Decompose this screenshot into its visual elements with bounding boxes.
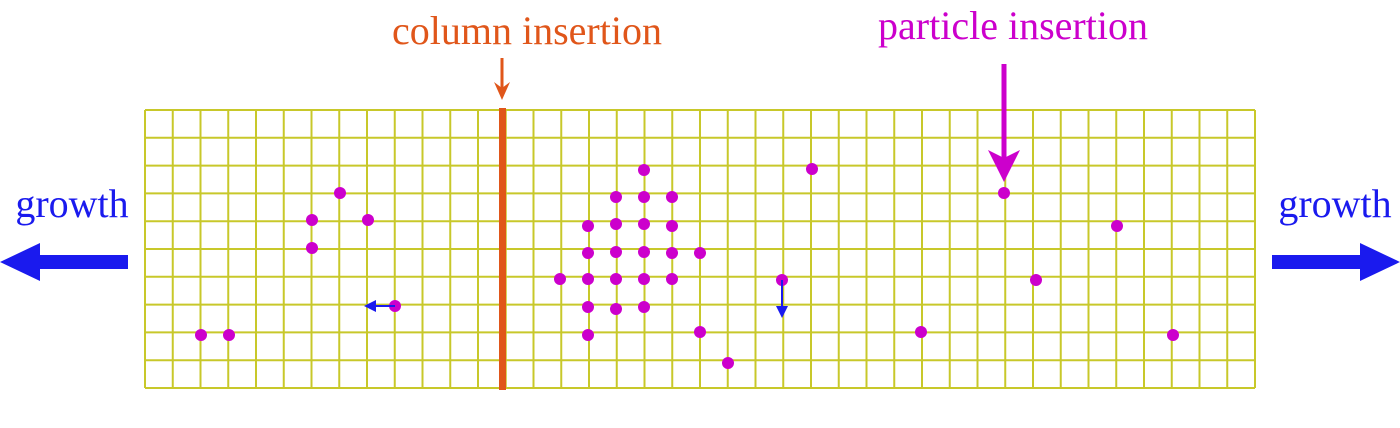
- particle: [638, 218, 650, 230]
- particle: [666, 273, 678, 285]
- particle: [694, 326, 706, 338]
- particle: [582, 301, 594, 313]
- particle: [195, 329, 207, 341]
- particle: [666, 247, 678, 259]
- particle-insertion-label: particle insertion: [878, 3, 1148, 48]
- particle: [722, 357, 734, 369]
- particle: [915, 326, 927, 338]
- particle: [638, 246, 650, 258]
- particle: [1167, 329, 1179, 341]
- particle: [666, 191, 678, 203]
- particles: [195, 163, 1179, 369]
- particle: [666, 220, 678, 232]
- particle: [610, 303, 622, 315]
- inserted-column: [499, 108, 506, 390]
- particle: [638, 301, 650, 313]
- column-arrow-head: [494, 82, 510, 100]
- particle: [582, 329, 594, 341]
- particle: [638, 191, 650, 203]
- grid: [144, 109, 1256, 389]
- particle: [582, 273, 594, 285]
- particle: [334, 187, 346, 199]
- particle: [223, 329, 235, 341]
- particle: [306, 214, 318, 226]
- particle: [610, 218, 622, 230]
- particle: [998, 187, 1010, 199]
- particle: [582, 247, 594, 259]
- growth-arrow-right: [1272, 243, 1400, 281]
- particle: [638, 273, 650, 285]
- particle: [610, 273, 622, 285]
- particle: [1030, 274, 1042, 286]
- column-insertion-label: column insertion: [392, 8, 662, 53]
- growth-label: growth: [15, 181, 128, 226]
- particle: [306, 242, 318, 254]
- particle: [582, 220, 594, 232]
- growth-arrow-left: [0, 243, 128, 281]
- particle: [554, 273, 566, 285]
- particle: [610, 191, 622, 203]
- particle: [806, 163, 818, 175]
- particle: [694, 247, 706, 259]
- particle: [610, 246, 622, 258]
- particle: [1111, 220, 1123, 232]
- particle: [638, 164, 650, 176]
- particle: [362, 214, 374, 226]
- particle-arrow-head: [988, 150, 1020, 182]
- growth-label: growth: [1278, 181, 1391, 226]
